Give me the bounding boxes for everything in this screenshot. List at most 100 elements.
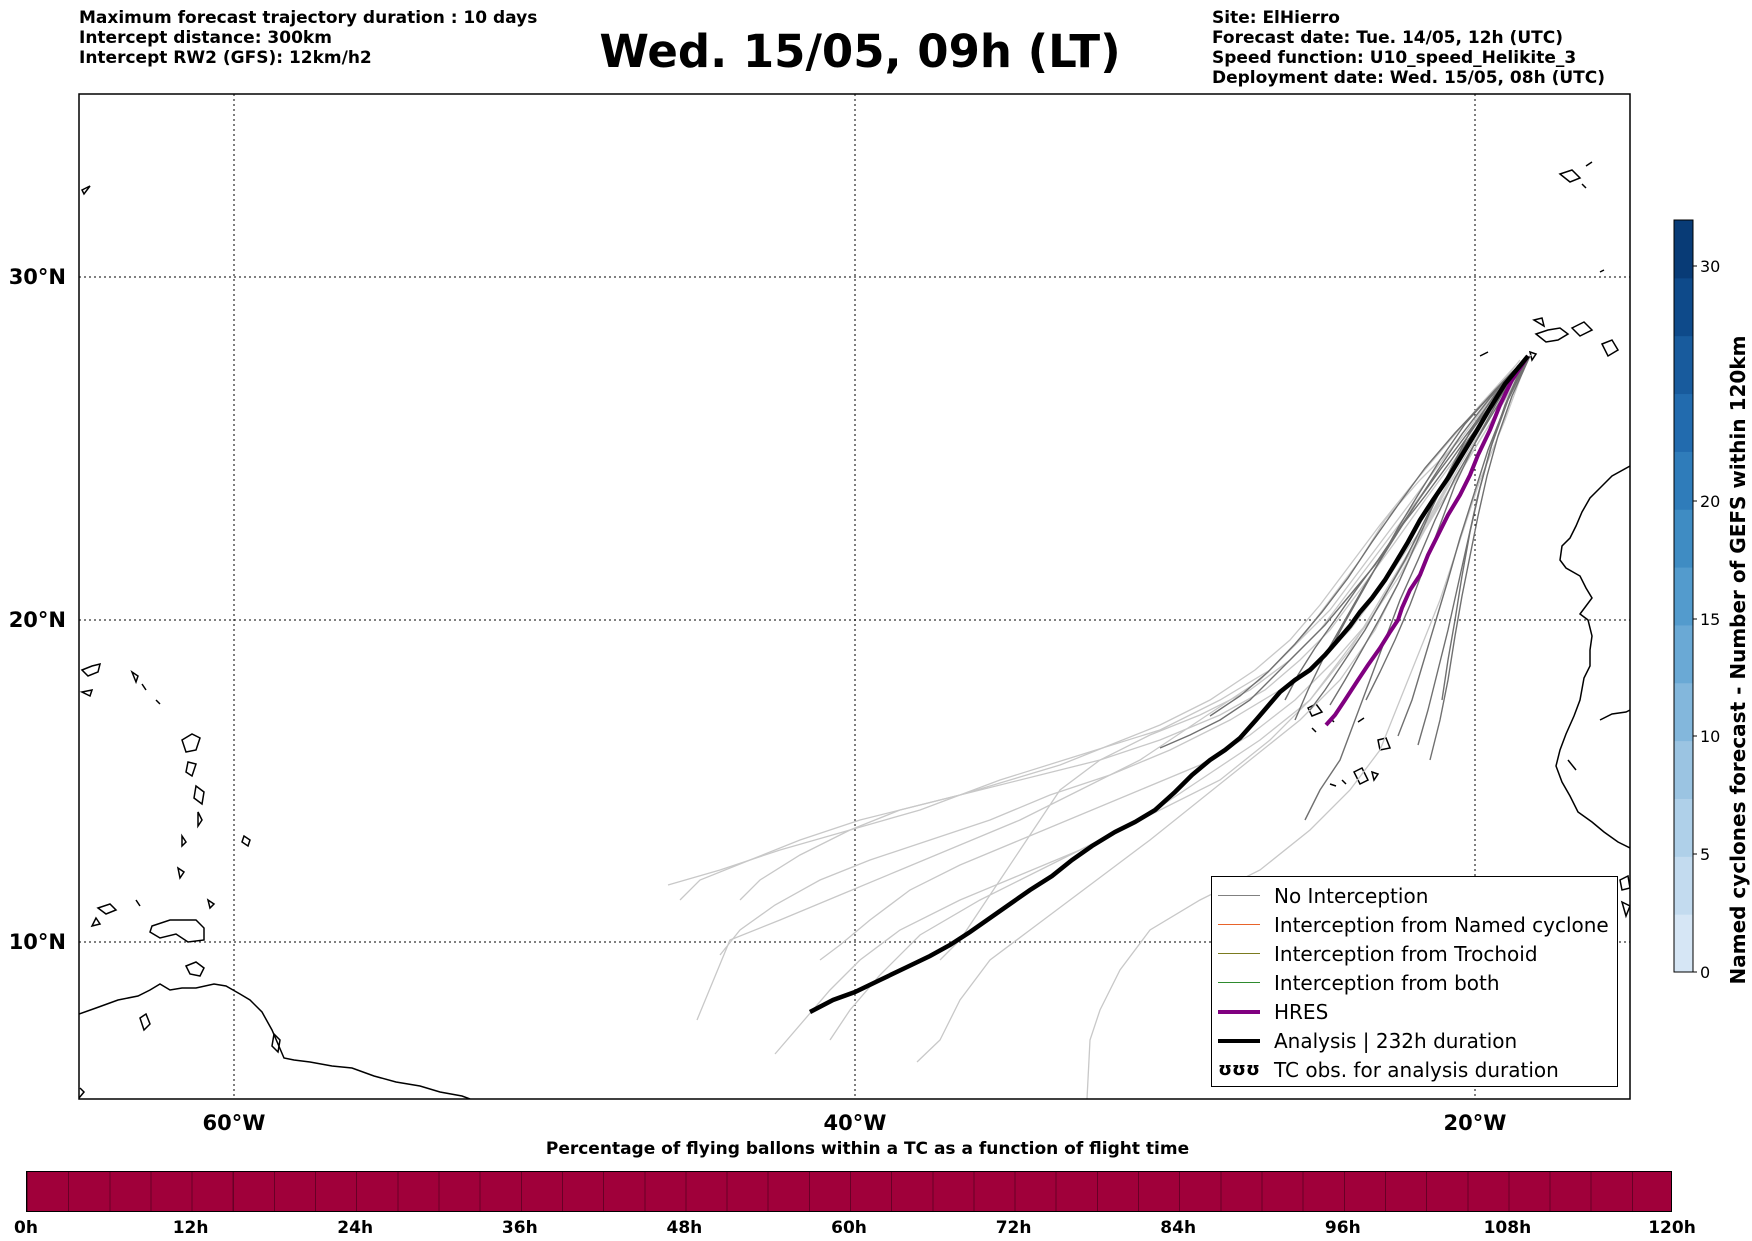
coast-islet-1 bbox=[139, 1012, 151, 1032]
coast-cv-8 bbox=[1329, 783, 1337, 787]
forecast-date-text: Forecast date: Tue. 14/05, 12h (UTC) bbox=[1212, 28, 1563, 48]
coast-cv-3 bbox=[1357, 717, 1365, 723]
legend-label: TC obs. for analysis duration bbox=[1274, 1057, 1559, 1082]
gefs-trajectories-dark bbox=[1159, 355, 1531, 821]
legend-item-no-interception: No Interception bbox=[1212, 881, 1428, 910]
legend-swatch bbox=[1218, 982, 1260, 983]
percentage-bar-tick-label: 48h bbox=[666, 1218, 703, 1238]
lon-tick-label: 40°W bbox=[824, 1111, 887, 1135]
colorbar-tick-label: 30 bbox=[1700, 257, 1720, 276]
colorbar-segment bbox=[1674, 220, 1693, 279]
lon-tick-label: 60°W bbox=[203, 1111, 266, 1135]
legend-swatch bbox=[1218, 895, 1260, 896]
coast-islet-2 bbox=[271, 1032, 281, 1054]
gefs-track bbox=[1086, 359, 1528, 1099]
colorbar-segment bbox=[1674, 740, 1693, 799]
max-duration-text: Maximum forecast trajectory duration : 1… bbox=[79, 8, 538, 28]
gefs-track bbox=[774, 357, 1526, 1055]
gefs-track bbox=[679, 363, 1521, 901]
gefs-track bbox=[719, 361, 1525, 956]
colorbar-segment bbox=[1674, 798, 1693, 857]
legend-label: Interception from Trochoid bbox=[1274, 941, 1538, 966]
colorbar-segment bbox=[1674, 682, 1693, 742]
analysis-trajectory bbox=[808, 354, 1530, 1014]
site-text: Site: ElHierro bbox=[1212, 8, 1340, 28]
coast-islet-9 bbox=[1567, 759, 1577, 771]
coast-st-lucia bbox=[197, 811, 203, 829]
colorbar-tick-label: 20 bbox=[1700, 492, 1720, 511]
gefs-no-interception-track bbox=[1329, 360, 1524, 706]
coast-trinidad bbox=[184, 961, 205, 977]
colorbar-segment bbox=[1674, 856, 1693, 915]
lat-tick-label: 30°N bbox=[9, 265, 66, 289]
lat-tick-label: 20°N bbox=[9, 608, 66, 632]
coast-islet-12 bbox=[1585, 161, 1593, 167]
colorbar-tick-label: 0 bbox=[1700, 963, 1710, 982]
coast-fuerteventura bbox=[1534, 327, 1570, 343]
lat-tick-label: 10°N bbox=[9, 930, 66, 954]
lon-tick-label: 20°W bbox=[1444, 1111, 1507, 1135]
legend-item-named-cyclone: Interception from Named cyclone bbox=[1212, 910, 1609, 939]
colorbar-segment bbox=[1674, 567, 1693, 626]
coast-st-vincent bbox=[181, 833, 187, 848]
percentage-bar-tick-label: 96h bbox=[1324, 1218, 1361, 1238]
legend-item-hres: HRES bbox=[1212, 997, 1328, 1026]
coast-la-palma bbox=[1532, 317, 1546, 328]
hres-trajectory bbox=[1324, 354, 1530, 727]
gefs-track bbox=[739, 365, 1516, 901]
percentage-bar-tick-label: 0h bbox=[14, 1218, 38, 1238]
legend-label: HRES bbox=[1274, 999, 1329, 1024]
percentage-bar-tick-label: 108h bbox=[1483, 1218, 1532, 1238]
coast-tobago bbox=[149, 919, 205, 943]
percentage-bar-tick-label: 84h bbox=[1160, 1218, 1197, 1238]
percentage-bar-tick-label: 24h bbox=[337, 1218, 374, 1238]
coast-cv-4 bbox=[1377, 737, 1392, 751]
legend-item-trochoid: Interception from Trochoid bbox=[1212, 939, 1538, 968]
colorbar-title: Named cyclones forecast - Number of GEFS… bbox=[1726, 335, 1750, 985]
coast-martinique bbox=[193, 784, 205, 806]
speed-function-text: Speed function: U10_speed_Helikite_3 bbox=[1212, 48, 1577, 68]
colorbar-segment bbox=[1674, 509, 1693, 568]
coast-guadeloupe bbox=[181, 733, 201, 753]
header-info-right: Site: ElHierro Forecast date: Tue. 14/05… bbox=[1212, 8, 1605, 88]
gefs-track bbox=[696, 359, 1521, 1021]
percentage-bar-tick-label: 72h bbox=[995, 1218, 1032, 1238]
percentage-bar-tick-label: 60h bbox=[831, 1218, 867, 1238]
legend-label: No Interception bbox=[1274, 883, 1429, 908]
percentage-bar-tick-label: 12h bbox=[172, 1218, 209, 1238]
coast-grenada bbox=[176, 866, 186, 880]
percentage-bar-tick-label: 36h bbox=[501, 1218, 538, 1238]
coast-dominica bbox=[185, 761, 197, 778]
coast-cv-9 bbox=[1341, 779, 1347, 785]
coast-gran-canaria bbox=[1600, 339, 1620, 358]
coast-islet-14 bbox=[1599, 269, 1605, 273]
colorbar-tick-label: 15 bbox=[1700, 610, 1720, 629]
coast-islet-10 bbox=[1620, 900, 1630, 919]
colorbar-segment bbox=[1674, 451, 1693, 510]
coastlines bbox=[79, 161, 1630, 1099]
gefs-no-interception-track bbox=[1429, 355, 1531, 761]
tc-obs-symbol-icon: ʊʊʊ bbox=[1218, 1059, 1260, 1080]
coast-islet-11 bbox=[1479, 351, 1489, 357]
legend-item-analysis: Analysis | 232h duration bbox=[1212, 1026, 1517, 1055]
legend: No Interception Interception from Named … bbox=[1211, 876, 1618, 1087]
coast-islet-6 bbox=[135, 899, 141, 907]
deployment-date-text: Deployment date: Wed. 15/05, 08h (UTC) bbox=[1212, 68, 1606, 88]
coast-madeira bbox=[1558, 169, 1582, 183]
gefs-no-interception-track bbox=[1397, 359, 1527, 737]
gefs-track bbox=[916, 364, 1519, 1063]
gefs-no-interception-track bbox=[1294, 361, 1523, 721]
colorbar-tick-label: 5 bbox=[1700, 845, 1710, 864]
legend-label: Analysis | 232h duration bbox=[1274, 1028, 1518, 1053]
header-info-left: Maximum forecast trajectory duration : 1… bbox=[79, 8, 537, 68]
colorbar-segment bbox=[1674, 914, 1693, 973]
colorbar-segment bbox=[1674, 393, 1693, 452]
map-grid bbox=[79, 94, 1630, 1099]
percentage-bar-tick-label: 120h bbox=[1648, 1218, 1696, 1238]
legend-swatch bbox=[1218, 924, 1260, 925]
gefs-no-interception-track bbox=[1159, 355, 1531, 749]
percentage-bar bbox=[26, 1171, 1672, 1212]
gefs-no-interception-track bbox=[1441, 356, 1530, 701]
coast-islet-7 bbox=[206, 898, 216, 910]
coast-lanzarote bbox=[1570, 321, 1594, 337]
